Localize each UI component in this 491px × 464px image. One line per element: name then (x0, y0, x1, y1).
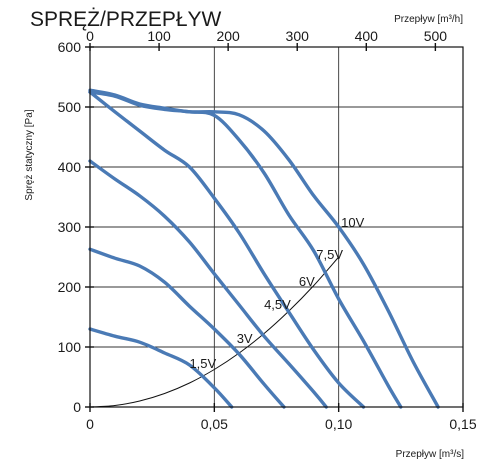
x-axis-label: Przepływ [m³/s] (396, 449, 465, 460)
y-tick-label: 400 (58, 159, 82, 175)
x2-tick-label: 300 (286, 28, 310, 44)
y-tick-label: 100 (58, 339, 82, 355)
x2-tick-label: 200 (216, 28, 240, 44)
x2-tick-label: 400 (355, 28, 379, 44)
x2-axis-label: Przepływ [m³/h] (394, 14, 463, 25)
curve-label: 1,5V (189, 356, 216, 371)
x-tick-label: 0 (86, 416, 94, 432)
x-tick-label: 0,05 (201, 416, 228, 432)
y-tick-label: 500 (58, 99, 82, 115)
x-tick-label: 0,10 (325, 416, 352, 432)
fan-curve-7-5v (88, 90, 403, 409)
y-axis-label: Spręż statyczny [Pa] (24, 109, 35, 200)
x-tick-label: 0,15 (449, 416, 476, 432)
fan-curve-10v (88, 88, 440, 409)
chart-title: SPRĘŻ/PRZEPŁYW (30, 8, 222, 31)
y-tick-label: 300 (58, 219, 82, 235)
fan-curve-6v (88, 90, 366, 409)
curve-label: 3V (237, 331, 253, 346)
y-tick-label: 600 (58, 39, 82, 55)
fan-curve-3v (88, 247, 286, 409)
x2-tick-label: 100 (147, 28, 171, 44)
fan-curves (88, 88, 440, 409)
curve-label: 4,5V (264, 297, 291, 312)
curve-label: 7,5V (316, 247, 343, 262)
fan-curve-4-5v (88, 159, 328, 409)
system-curve-layer (89, 256, 340, 408)
x2-tick-label: 500 (424, 28, 448, 44)
y-tick-label: 0 (73, 399, 81, 415)
y-tick-label: 200 (58, 279, 82, 295)
curve-label: 6V (299, 274, 315, 289)
fan-curve-1-5v (88, 327, 234, 409)
x2-tick-label: 0 (86, 28, 94, 44)
curve-label: 10V (341, 215, 364, 230)
system-curve (89, 256, 340, 408)
